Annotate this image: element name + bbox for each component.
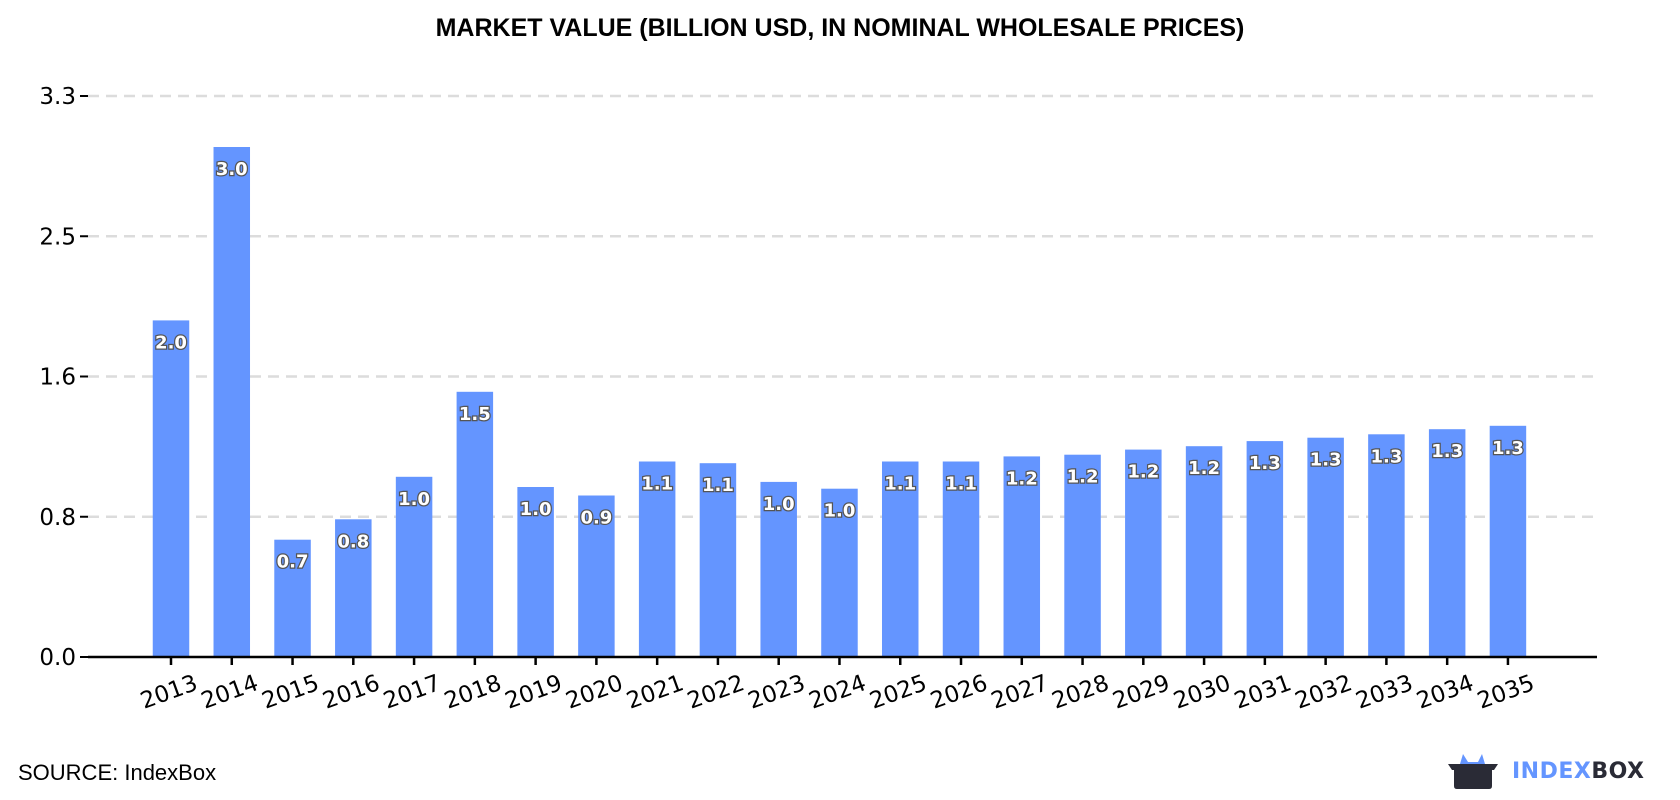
data-label: 0.9 [580,508,612,529]
bar [1307,437,1344,657]
data-label: 1.3 [1492,438,1524,459]
bar [942,461,980,657]
y-tick-label: 2.5 [39,224,76,250]
x-tick-label: 2024 [806,670,870,714]
bar [1003,456,1041,657]
bar [517,487,554,657]
bar [638,461,676,657]
box-logo-icon [1448,754,1498,789]
x-tick-label: 2026 [927,670,991,714]
bar [274,539,311,657]
y-tick-label: 3.3 [39,84,76,110]
data-label: 1.0 [824,501,856,522]
x-tick-label: 2021 [623,670,687,714]
x-tick-label: 2025 [866,670,930,714]
data-label: 1.3 [1310,450,1342,471]
bar [335,519,372,657]
x-tick-label: 2019 [502,670,566,714]
logo-text: INDEXBOX [1512,758,1645,784]
x-tick-label: 2023 [745,670,809,714]
data-label: 1.1 [945,474,977,495]
bar [1064,454,1101,657]
x-tick-label: 2029 [1109,670,1173,714]
bar [152,320,190,657]
bar [699,463,737,657]
source-note: SOURCE: IndexBox [18,760,217,785]
x-tick-label: 2022 [684,670,748,714]
bar [395,476,433,657]
x-tick-label: 2032 [1292,670,1356,714]
data-label: 1.1 [641,474,673,495]
data-label: 1.2 [1188,458,1220,479]
data-label: 1.0 [520,499,552,520]
data-label: 1.0 [398,489,430,510]
x-tick-label: 2015 [259,670,323,714]
chart-title: MARKET VALUE (BILLION USD, IN NOMINAL WH… [435,14,1245,42]
bar [1246,441,1284,657]
x-tick-label: 2018 [441,670,505,714]
bar [821,488,858,657]
data-label: 1.2 [1067,467,1099,488]
x-tick-label: 2033 [1353,670,1417,714]
data-label: 1.3 [1370,446,1402,467]
y-tick-label: 0.8 [39,505,76,531]
x-tick-label: 2028 [1049,670,1113,714]
indexbox-logo: INDEXBOX [1448,752,1645,790]
bar [1489,425,1527,657]
x-tick-label: 2031 [1231,670,1295,714]
data-label: 1.0 [763,494,795,515]
bar [213,147,251,657]
x-tick-label: 2020 [563,670,627,714]
data-label: 1.3 [1431,441,1463,462]
x-tick-label: 2035 [1474,670,1538,714]
data-label: 0.7 [277,552,309,573]
x-tick-label: 2030 [1170,670,1234,714]
x-tick-label: 2013 [137,670,201,714]
bar [578,495,615,657]
x-tick-label: 2014 [198,670,262,714]
bar-chart: 0.0 0.8 1.6 2.5 3.3 2.0 2013 3.0 2014 0.7 2015 0.8 2… [39,84,1597,715]
bar [1125,449,1162,657]
data-label: 1.2 [1006,468,1038,489]
x-tick-label: 2016 [319,670,383,714]
x-tick-label: 2027 [988,670,1052,714]
bar [881,461,919,657]
data-label: 1.2 [1127,462,1159,483]
y-tick-label: 1.6 [39,365,76,391]
data-label: 3.0 [216,159,248,180]
x-tick-label: 2034 [1413,670,1477,714]
bar [1428,429,1466,657]
data-label: 1.3 [1249,453,1281,474]
bar [1368,434,1405,657]
data-label: 1.5 [459,404,491,425]
bar [1185,446,1223,657]
bar [760,481,797,657]
data-label: 2.0 [155,332,187,353]
data-label: 0.8 [337,531,369,552]
x-tick-label: 2017 [380,670,444,714]
data-label: 1.1 [702,475,734,496]
data-label: 1.1 [884,474,916,495]
y-tick-label: 0.0 [39,645,76,671]
bar [456,391,494,657]
